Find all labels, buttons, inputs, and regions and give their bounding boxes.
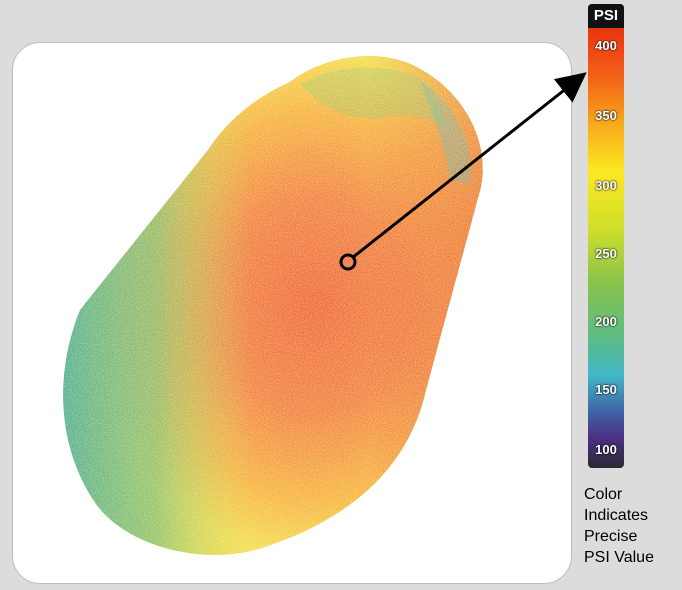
psi-color-scale: PSI 400 350 300 250 200 150 100 — [588, 4, 624, 468]
scale-caption: Color Indicates Precise PSI Value — [584, 486, 654, 566]
tick-150: 150 — [595, 382, 617, 397]
tick-250: 250 — [595, 246, 617, 261]
tick-300: 300 — [595, 178, 617, 193]
scale-title: PSI — [588, 4, 624, 28]
tick-200: 200 — [595, 314, 617, 329]
tick-350: 350 — [595, 108, 617, 123]
tick-400: 400 — [595, 38, 617, 53]
tick-100: 100 — [595, 442, 617, 457]
